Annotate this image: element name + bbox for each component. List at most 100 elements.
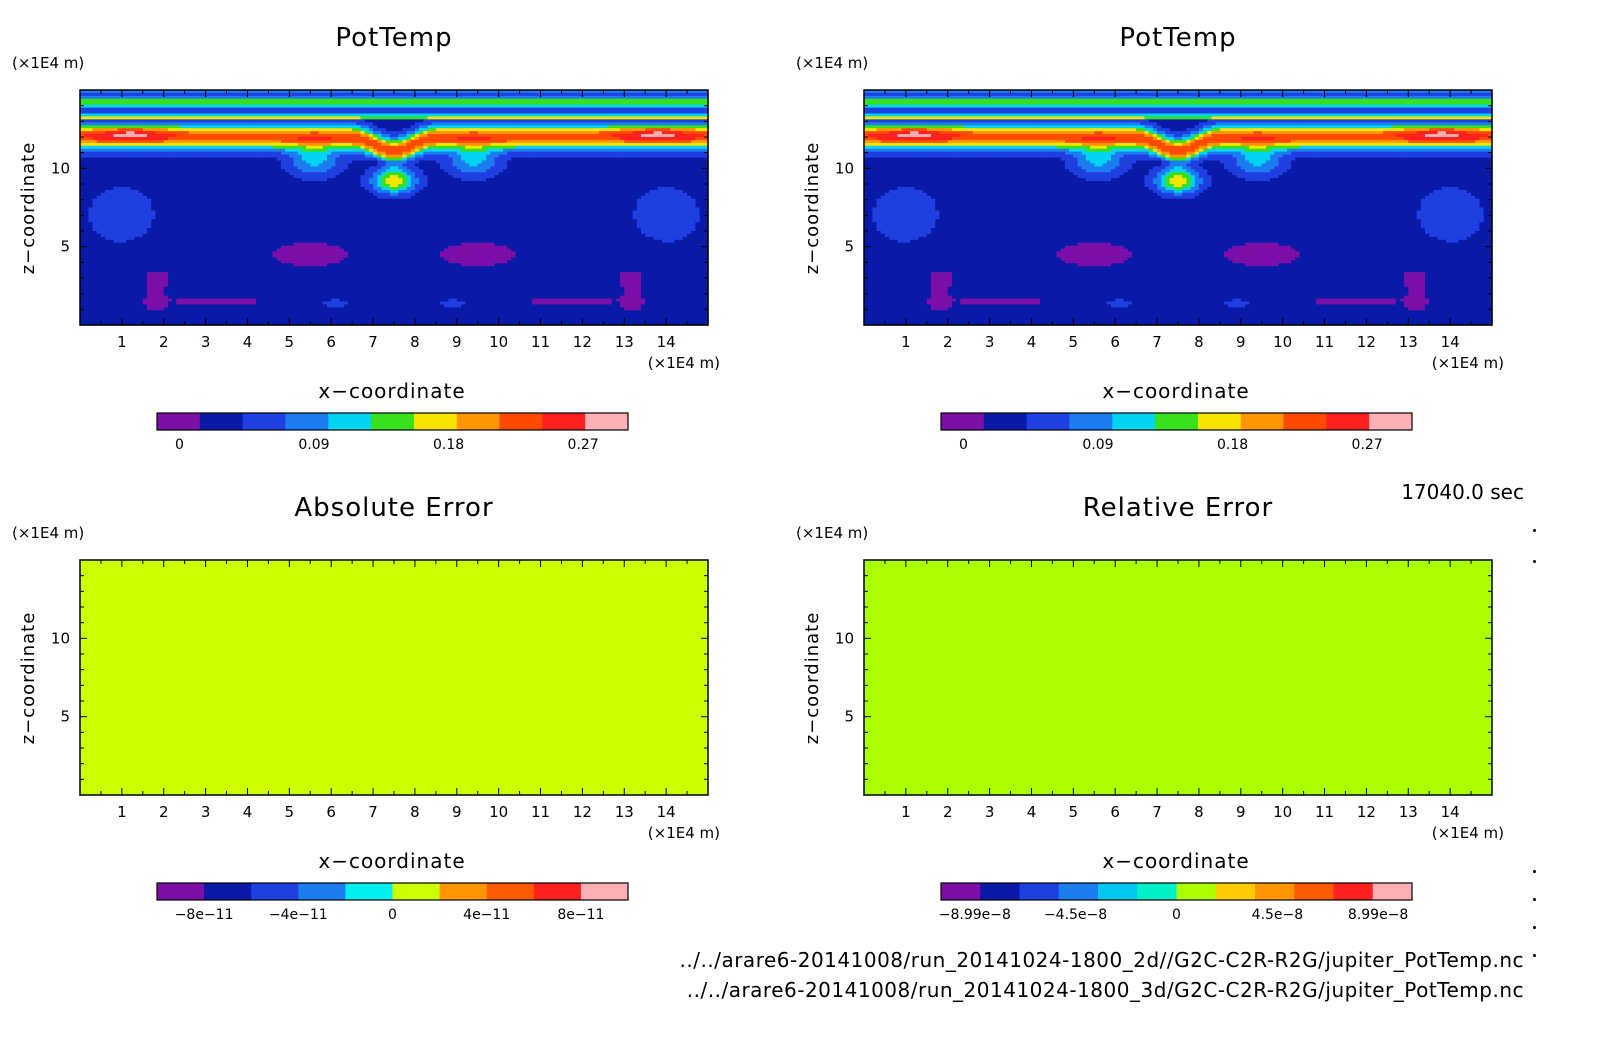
heatmap-cell xyxy=(460,101,466,106)
heatmap-cell xyxy=(423,90,429,94)
heatmap-cell xyxy=(687,119,692,123)
heatmap-cell xyxy=(88,113,94,118)
heatmap-cell xyxy=(184,122,190,126)
heatmap-cell xyxy=(695,125,701,129)
heatmap-cell xyxy=(134,116,140,120)
heatmap-cell xyxy=(544,95,550,100)
heatmap-cell xyxy=(678,113,684,118)
heatmap-cell xyxy=(188,125,194,129)
heatmap-cell xyxy=(565,101,571,106)
heatmap-cell xyxy=(260,113,265,118)
heatmap-cell xyxy=(213,95,219,100)
heatmap-cell xyxy=(201,119,207,123)
heatmap-cell xyxy=(197,116,203,120)
heatmap-cell xyxy=(661,90,667,94)
heatmap-cell xyxy=(703,113,709,118)
heatmap-cell xyxy=(113,116,119,120)
heatmap-cell xyxy=(247,110,253,115)
heatmap-cell xyxy=(222,104,228,109)
heatmap-cell xyxy=(582,90,588,94)
heatmap-cell xyxy=(213,101,219,106)
heatmap-cell xyxy=(511,104,517,109)
heatmap-cell xyxy=(544,107,550,112)
heatmap-cell xyxy=(620,119,625,123)
heatmap-cell xyxy=(682,125,688,129)
heatmap-cell xyxy=(176,125,182,129)
heatmap-cell xyxy=(222,119,228,123)
heatmap-cell xyxy=(632,104,638,109)
heatmap-cell xyxy=(213,107,219,112)
heatmap-cell xyxy=(130,104,136,109)
heatmap-cell xyxy=(276,90,282,94)
heatmap-cell xyxy=(385,116,391,120)
heatmap-cell xyxy=(394,98,399,103)
heatmap-cell xyxy=(645,122,650,126)
heatmap-cell xyxy=(448,98,454,103)
heatmap-cell xyxy=(293,125,299,129)
heatmap-cell xyxy=(682,113,688,118)
heatmap-cell xyxy=(460,122,466,126)
heatmap-cell xyxy=(117,113,123,118)
heatmap-cell xyxy=(460,90,466,94)
heatmap-cell xyxy=(201,110,207,115)
heatmap-cell xyxy=(398,98,403,103)
heatmap-cell xyxy=(84,125,89,129)
heatmap-cell xyxy=(569,90,575,94)
heatmap-cell xyxy=(209,107,215,112)
heatmap-cell xyxy=(557,122,563,126)
heatmap-cell xyxy=(502,95,508,100)
heatmap-cell xyxy=(565,92,571,97)
heatmap-cell xyxy=(481,90,487,94)
heatmap-cell xyxy=(297,113,303,118)
heatmap-cell xyxy=(184,107,190,112)
heatmap-cell xyxy=(532,110,537,115)
heatmap-cell xyxy=(364,101,370,106)
heatmap-cell xyxy=(121,122,127,126)
heatmap-cell xyxy=(657,98,663,103)
heatmap-cell xyxy=(151,92,156,97)
heatmap-cell xyxy=(611,116,617,120)
heatmap-cell xyxy=(180,101,186,106)
heatmap-cell xyxy=(523,98,529,103)
heatmap-cell xyxy=(188,116,194,120)
heatmap-cell xyxy=(276,95,282,100)
heatmap-cell xyxy=(666,107,671,112)
heatmap-cell xyxy=(569,122,575,126)
heatmap-cell xyxy=(691,95,697,100)
heatmap-cell xyxy=(205,113,211,118)
heatmap-cell xyxy=(360,98,366,103)
heatmap-cell xyxy=(331,95,336,100)
heatmap-cell xyxy=(247,92,253,97)
heatmap-cell xyxy=(414,98,420,103)
heatmap-cell xyxy=(553,122,558,126)
heatmap-cell xyxy=(427,119,433,123)
heatmap-cell xyxy=(113,119,119,123)
heatmap-cell xyxy=(414,119,420,123)
heatmap-cell xyxy=(435,125,441,129)
heatmap-cell xyxy=(96,119,102,123)
heatmap-cell xyxy=(163,116,169,120)
heatmap-cell xyxy=(272,125,278,129)
heatmap-cell xyxy=(561,113,567,118)
heatmap-cell xyxy=(561,104,567,109)
heatmap-cell xyxy=(406,107,412,112)
heatmap-cell xyxy=(243,125,249,129)
heatmap-cell xyxy=(301,98,307,103)
heatmap-cell xyxy=(239,98,244,103)
heatmap-cell xyxy=(410,95,416,100)
heatmap-cell xyxy=(641,107,646,112)
heatmap-cell xyxy=(465,92,470,97)
heatmap-cell xyxy=(385,125,391,129)
heatmap-cell xyxy=(419,125,424,129)
heatmap-cell xyxy=(310,107,316,112)
heatmap-cell xyxy=(260,119,265,123)
heatmap-cell xyxy=(264,119,269,123)
heatmap-cell xyxy=(511,122,517,126)
heatmap-cell xyxy=(427,110,433,115)
heatmap-cell xyxy=(138,90,144,94)
heatmap-cell xyxy=(586,107,592,112)
heatmap-cell xyxy=(280,90,286,94)
heatmap-cell xyxy=(574,104,579,109)
heatmap-cell xyxy=(523,110,529,115)
